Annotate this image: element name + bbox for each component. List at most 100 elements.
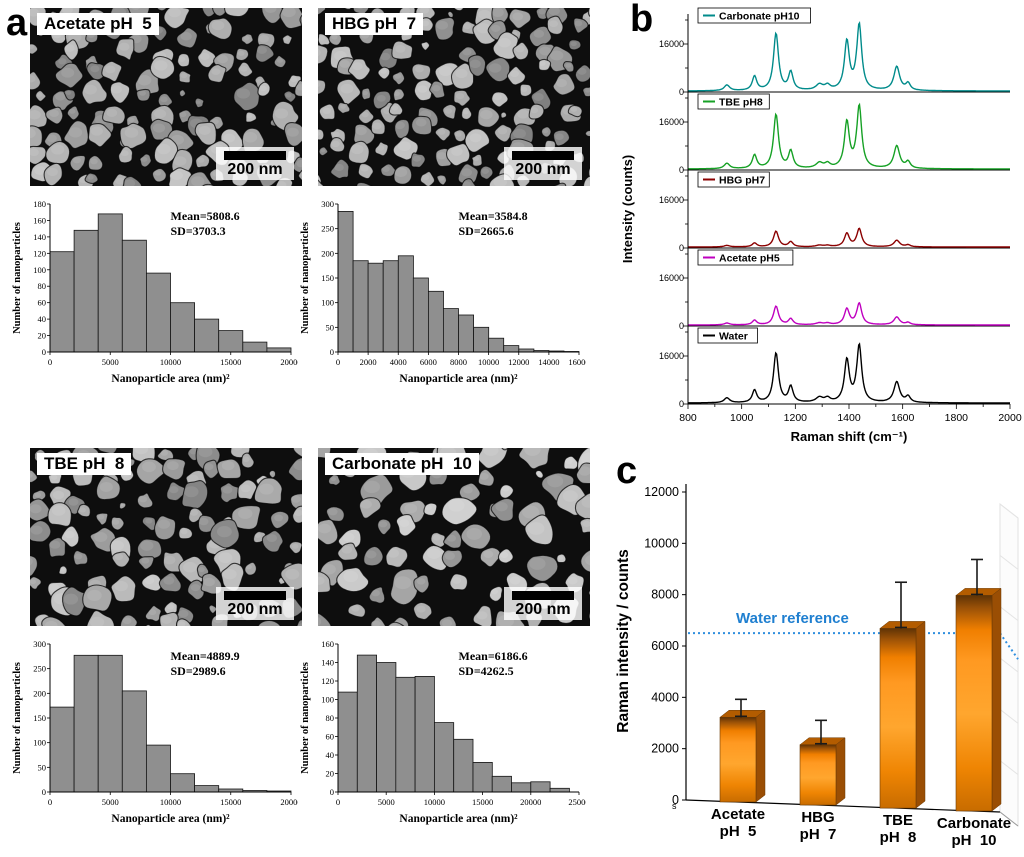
y-tick-label: 160 bbox=[33, 215, 46, 225]
y-tick-label: 16000 bbox=[659, 117, 684, 127]
histogram-svg: 0 20 40 60 80 100 120 140 160 180 0 5000 10000 15000 2… bbox=[12, 199, 302, 385]
hist-bars bbox=[49, 213, 292, 353]
y-tick-label: 300 bbox=[33, 639, 46, 649]
x-tick-label: 20000 bbox=[280, 357, 298, 367]
x-tick-label: 5000 bbox=[102, 797, 119, 807]
y-tick-label: 16000 bbox=[659, 273, 684, 283]
category-label: Acetate bbox=[711, 806, 765, 823]
histogram-svg: 0 50 100 150 200 250 300 0 2000 4000 6000 8000 10000… bbox=[300, 199, 590, 385]
hist-bar bbox=[453, 738, 474, 793]
y-axis-label: Number of nanoparticles bbox=[12, 662, 23, 774]
y-tick-label: 100 bbox=[321, 298, 334, 308]
x-tick-label: 25000 bbox=[568, 797, 586, 807]
bar-acetate bbox=[719, 698, 766, 803]
raman-spectra-svg: 16000 0 16000 0 16000 0 16000 0 16000 0 Carbonate … bbox=[620, 7, 1022, 444]
y-tick-label: 140 bbox=[33, 232, 46, 242]
subpanel-acetate-ph5: Acetate pH 5 200 nm 0 20 40 60 80 100 120 140 16… bbox=[12, 8, 318, 400]
hist-bar bbox=[397, 255, 414, 353]
hist-bar bbox=[427, 290, 444, 353]
legend-label: Water bbox=[719, 331, 748, 343]
spectrum-carbonate-ph10 bbox=[688, 21, 1010, 92]
scale-bar-label: 200 nm bbox=[515, 161, 571, 179]
hist-bar bbox=[414, 676, 435, 793]
scale-bar: 200 nm bbox=[216, 587, 294, 620]
x-tick-label: 15000 bbox=[220, 797, 241, 807]
y-tick-label: 16000 bbox=[659, 39, 684, 49]
x-tick-label: 8000 bbox=[450, 357, 467, 367]
hist-bar bbox=[549, 787, 570, 793]
hist-bar bbox=[433, 722, 455, 793]
y-tick-label: 50 bbox=[38, 762, 47, 772]
category-ph-label: pH 5 bbox=[720, 823, 757, 840]
sem-title: Carbonate pH 10 bbox=[325, 453, 479, 475]
hist-bar bbox=[503, 345, 520, 353]
x-tick-label: 15000 bbox=[472, 797, 493, 807]
y-tick-label: 0 bbox=[330, 347, 334, 357]
water-reference-label: Water reference bbox=[736, 610, 849, 627]
water-reference-line-wall bbox=[999, 632, 1019, 660]
x-tick-label: 1200 bbox=[784, 412, 808, 424]
sd-label: SD=2665.6 bbox=[459, 224, 514, 238]
subpanel-hbg-ph7: HBG pH 7 200 nm 0 50 100 150 200 250 300 0 2000 4… bbox=[300, 8, 606, 400]
bar-tbe bbox=[879, 581, 926, 809]
scale-bar: 200 nm bbox=[504, 147, 582, 180]
x-tick-label: 6000 bbox=[420, 357, 437, 367]
y-axis-label: Intensity (counts) bbox=[620, 155, 635, 263]
category-label: HBG bbox=[801, 809, 834, 826]
hist-bar bbox=[121, 690, 147, 793]
wall-gridline bbox=[999, 760, 1019, 776]
y-axis-label: Number of nanoparticles bbox=[300, 222, 311, 334]
histogram-acetate-ph5: 0 20 40 60 80 100 120 140 160 180 0 5000 10000 15000 2… bbox=[10, 196, 302, 396]
mean-label: Mean=3584.8 bbox=[459, 209, 528, 223]
y-axis-label: Number of nanoparticles bbox=[300, 662, 311, 774]
x-tick-label: 0 bbox=[336, 357, 340, 367]
hist-bar bbox=[488, 337, 505, 353]
x-tick-label: 10000 bbox=[478, 357, 499, 367]
x-tick-label: 5000 bbox=[378, 797, 395, 807]
category-ph-label: pH 7 bbox=[800, 826, 837, 843]
panel-c-label: c bbox=[616, 450, 638, 492]
legend-box bbox=[697, 171, 770, 188]
x-tick-label: 800 bbox=[679, 412, 697, 424]
y-tick-label: 120 bbox=[321, 676, 334, 686]
scale-bar-line bbox=[512, 591, 574, 601]
legend-box bbox=[697, 249, 794, 266]
y-tick-label: 300 bbox=[321, 199, 334, 209]
wall-gridline bbox=[999, 606, 1019, 622]
bar-front-face bbox=[879, 628, 917, 809]
spectrum-hbg-ph7 bbox=[688, 227, 1010, 248]
spectrum-tbe-ph8 bbox=[688, 102, 1010, 170]
y-tick-label: 150 bbox=[321, 273, 334, 283]
legend-box bbox=[697, 93, 770, 110]
y-tick-label: 0 bbox=[42, 787, 46, 797]
hist-bar bbox=[337, 210, 354, 353]
y-tick-label: 200 bbox=[321, 248, 334, 258]
x-tick-label: 10000 bbox=[424, 797, 445, 807]
y-tick-label: 120 bbox=[33, 248, 46, 258]
hist-bars bbox=[337, 210, 580, 353]
hist-bar bbox=[97, 654, 123, 793]
x-tick-label: 2000 bbox=[998, 412, 1022, 424]
y-tick-label: 20 bbox=[326, 769, 335, 779]
hist-bar bbox=[121, 239, 147, 353]
y-tick-label: 20 bbox=[38, 331, 47, 341]
raman-spectra-panel: 16000 0 16000 0 16000 0 16000 0 16000 0 Carbonate … bbox=[620, 0, 1024, 450]
hist-bar bbox=[458, 314, 475, 353]
hist-bar bbox=[242, 341, 268, 353]
hist-bar bbox=[97, 213, 123, 353]
hist-bar bbox=[218, 330, 244, 353]
hist-bars bbox=[49, 654, 292, 793]
x-tick-label: 0 bbox=[48, 357, 52, 367]
x-tick-label: 10000 bbox=[160, 357, 181, 367]
wall-gridline bbox=[999, 708, 1019, 724]
hist-bar bbox=[473, 326, 490, 353]
raman-intensity-bar-panel: 0 2000 4000 6000 8000 10000 12000 Water referen… bbox=[608, 452, 1024, 857]
y-tick-label: 16000 bbox=[659, 351, 684, 361]
y-tick-label: 180 bbox=[33, 199, 46, 209]
y-tick-label: 4000 bbox=[651, 690, 679, 704]
hist-bar bbox=[194, 785, 220, 793]
hist-bar bbox=[472, 762, 493, 793]
y-tick-label: 40 bbox=[38, 314, 47, 324]
y-tick-label: 100 bbox=[33, 738, 46, 748]
mean-label: Mean=5808.6 bbox=[171, 209, 240, 223]
